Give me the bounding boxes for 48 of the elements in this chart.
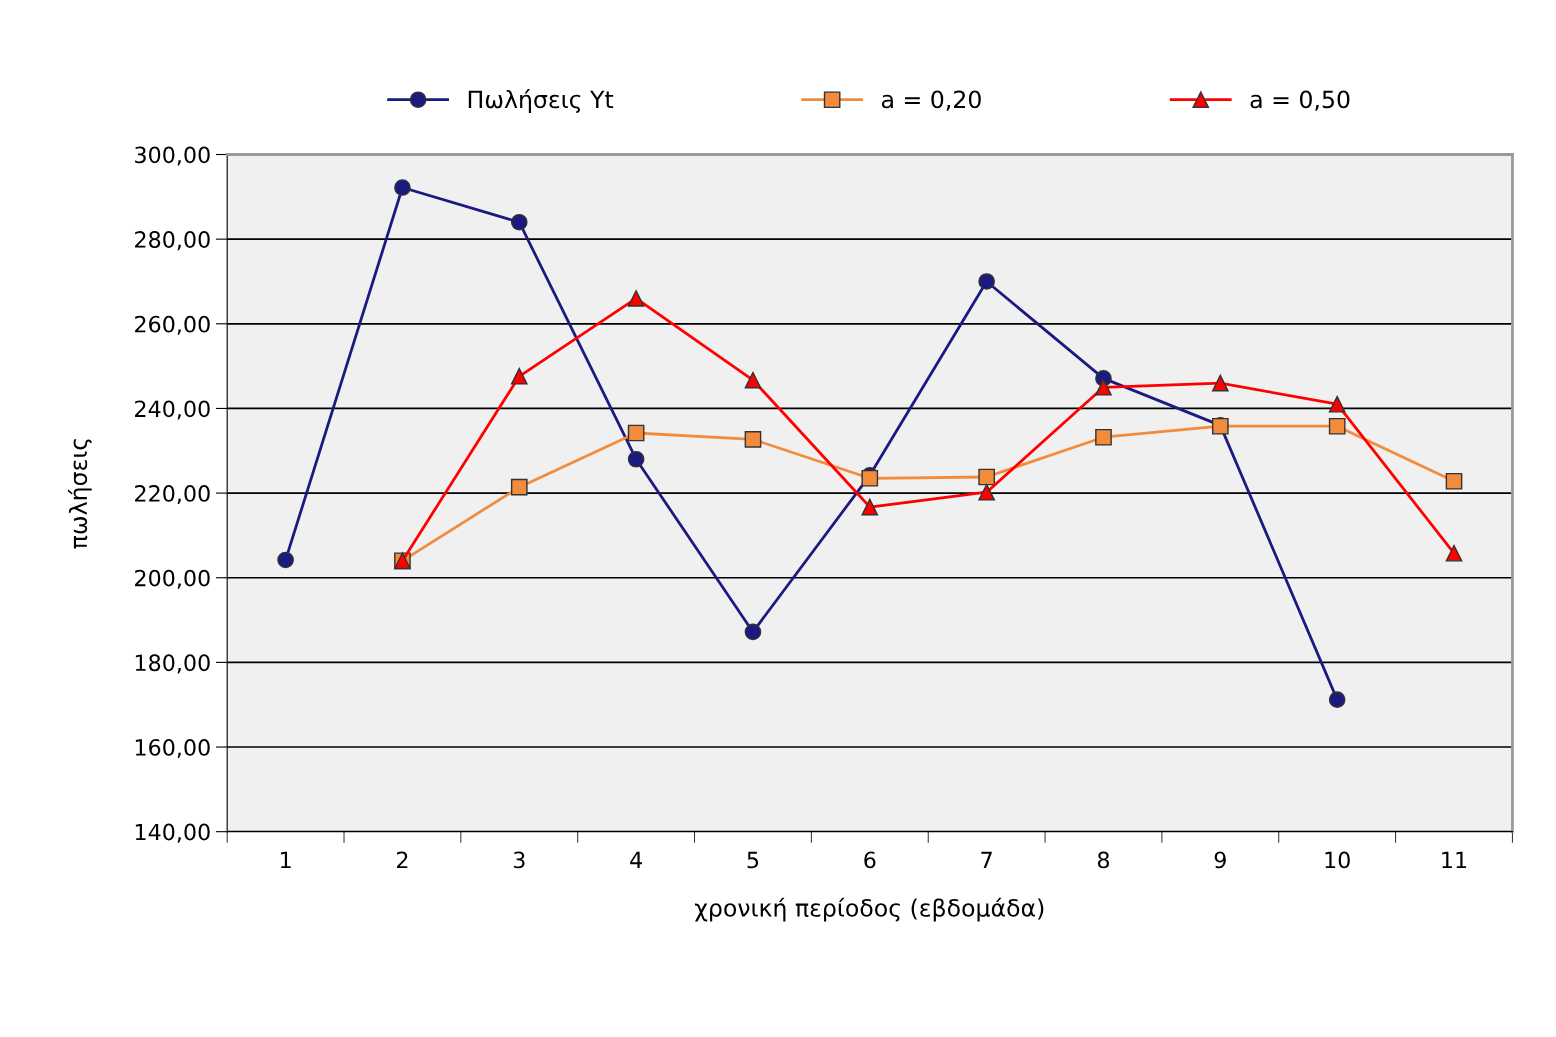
point bbox=[1328, 691, 1346, 708]
legend-label: Πωλήσεις Yt bbox=[468, 89, 614, 113]
x-tick-label: 2 bbox=[397, 851, 408, 868]
legend-label: a = 0,20 bbox=[881, 90, 981, 111]
x-axis-title: χρονική περίοδος (εβδομάδα) bbox=[694, 897, 1044, 922]
y-axis-title: πωλήσεις bbox=[67, 439, 92, 549]
point bbox=[1211, 374, 1229, 392]
point bbox=[394, 179, 411, 196]
x-tick-label: 10 bbox=[1325, 851, 1350, 869]
x-tick-label: 1 bbox=[280, 851, 291, 868]
point bbox=[744, 431, 762, 448]
point bbox=[510, 478, 528, 496]
x-tick-label: 3 bbox=[513, 851, 525, 869]
point bbox=[627, 290, 645, 307]
point bbox=[1095, 428, 1112, 446]
x-tick-label: 7 bbox=[981, 851, 992, 868]
y-tick-label: 180,00 bbox=[135, 654, 210, 674]
point bbox=[861, 498, 879, 516]
point bbox=[1095, 378, 1112, 396]
x-tick-label: 11 bbox=[1442, 851, 1467, 868]
point bbox=[978, 468, 995, 486]
point bbox=[978, 483, 995, 501]
y-tick-label: 260,00 bbox=[135, 315, 210, 335]
point bbox=[510, 367, 528, 385]
point bbox=[510, 213, 528, 231]
y-tick-label: 300,00 bbox=[135, 146, 210, 166]
x-tick-label: 6 bbox=[864, 851, 876, 869]
x-tick-label: 5 bbox=[747, 851, 759, 869]
y-tick-label: 280,00 bbox=[135, 231, 210, 251]
y-tick-label: 220,00 bbox=[135, 485, 210, 505]
point bbox=[1445, 472, 1463, 490]
y-tick-label: 140,00 bbox=[135, 823, 210, 843]
y-tick-label: 160,00 bbox=[135, 738, 210, 759]
y-tick-label: 240,00 bbox=[135, 400, 210, 420]
point bbox=[744, 623, 762, 641]
point bbox=[627, 450, 645, 468]
point bbox=[1328, 417, 1346, 435]
x-tick-label: 4 bbox=[630, 851, 642, 868]
point bbox=[627, 424, 645, 442]
point bbox=[277, 551, 294, 569]
x-tick-label: 8 bbox=[1097, 851, 1110, 869]
point bbox=[744, 371, 762, 389]
point bbox=[1328, 395, 1346, 413]
point bbox=[978, 273, 995, 290]
legend-label: a = 0,50 bbox=[1250, 90, 1350, 111]
point bbox=[1445, 544, 1463, 562]
y-tick-label: 200,00 bbox=[135, 569, 210, 589]
x-tick-label: 9 bbox=[1214, 851, 1226, 869]
